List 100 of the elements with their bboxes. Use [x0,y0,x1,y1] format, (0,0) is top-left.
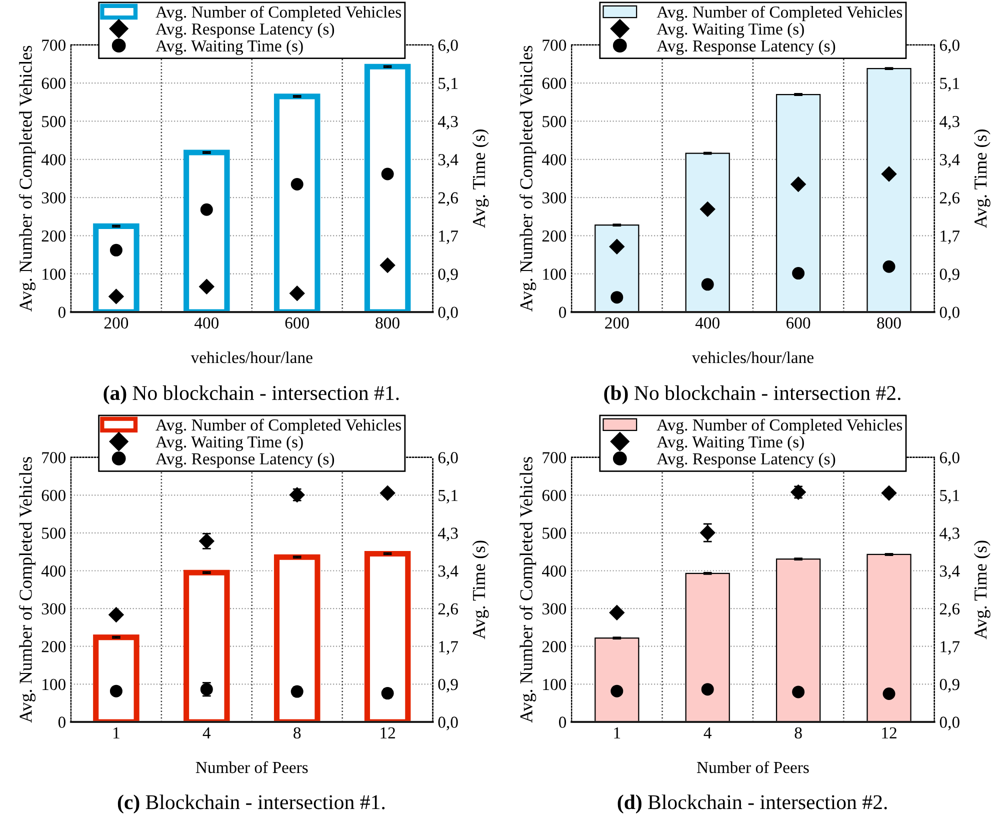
y2-tick-label: 4,3 [940,528,960,542]
y2-tick-label: 2,6 [438,603,458,617]
y2-axis-title: Avg. Time (s) [974,540,990,640]
legend-label: Avg. Response Latency (s) [156,22,334,38]
y-tick-label: 400 [41,154,66,166]
y-tick-label: 500 [42,116,66,128]
y-tick-label: 700 [542,452,566,464]
y2-tick-label: 5,1 [438,78,458,92]
y2-tick-label: 6,0 [438,40,458,54]
y-tick-label: 100 [543,268,566,280]
y-tick-label: 300 [542,192,566,204]
y-tick-label: 400 [542,154,566,166]
y2-tick-label: 1,7 [940,641,960,655]
text: (a) No blockchain - intersection #1. [104,385,399,404]
legend-label: Avg. Number of Completed Vehicles [656,6,902,22]
point [110,244,122,256]
x-tick-label: 400 [695,317,720,329]
y-tick-label: 400 [41,565,66,577]
y2-tick-label: 5,1 [940,490,960,504]
y2-tick-label: 0,9 [940,678,960,693]
y2-axis-title: Avg. Time (s) [974,130,990,228]
y2-tick-label: 0,9 [438,678,458,693]
point [108,288,124,304]
y2-tick-label: 6,0 [940,40,960,54]
y-tick-label: 0 [58,306,66,318]
point [881,166,897,182]
legend-label: Avg. Number of Completed Vehicles [156,418,401,434]
x-tick-label: 4 [704,727,712,738]
x-tick-label: 12 [380,727,395,738]
y2-tick-label: 6,0 [438,452,458,466]
y-axis-title: Avg. Number of Completed Vehicles [18,457,36,723]
point [290,178,304,191]
legend-label: Avg. Waiting Time (s) [156,40,303,56]
y-tick-label: 100 [543,678,566,690]
x-axis-title: vehicles/hour/lane [692,351,814,364]
legend-label: Avg. Waiting Time (s) [656,22,804,38]
y2-tick-label: 0,9 [940,268,960,282]
y2-tick-label: 0,0 [438,306,458,320]
y-tick-label: 200 [542,641,566,652]
y-tick-label: 700 [42,40,66,51]
y-axis-title: Avg. Number of Completed Vehicles [520,46,536,312]
x-tick-label: 800 [877,317,901,329]
legend-label: Avg. Waiting Time (s) [156,436,303,451]
y2-tick-label: 4,3 [438,116,458,130]
x-axis-title: vehicles/hour/lane [190,351,312,364]
x-tick-label: 8 [294,727,301,739]
point [700,202,716,217]
y-tick-label: 600 [42,490,66,502]
y2-tick-label: 0,9 [438,268,458,282]
y2-tick-label: 6,0 [940,452,960,466]
y-tick-label: 0 [58,716,66,728]
y2-axis-title: Avg. Time (s) [472,130,489,228]
y2-tick-label: 0,0 [940,716,960,730]
y2-tick-label: 3,4 [940,154,960,168]
y2-tick-label: 0,0 [438,716,458,730]
y-tick-label: 200 [42,230,66,242]
y2-axis-title: Avg. Time (s) [472,540,489,640]
x-tick-label: 600 [786,317,810,329]
y2-tick-label: 3,4 [438,565,458,580]
y2-tick-label: 1,7 [439,641,458,655]
y-tick-label: 0 [558,716,566,728]
legend-label: Avg. Number of Completed Vehicles [656,418,902,434]
point [609,239,624,254]
legend-label: Avg. Response Latency (s) [156,452,334,468]
x-tick-label: 200 [104,317,128,329]
y2-tick-label: 5,1 [438,490,458,504]
x-tick-label: 8 [794,727,802,739]
x-tick-label: 600 [285,317,309,329]
text: (b) No blockchain - intersection #2. [604,385,900,404]
y-tick-label: 600 [542,78,566,90]
legend-label: Avg. Response Latency (s) [656,40,836,56]
x-tick-label: 12 [882,727,896,738]
y-tick-label: 700 [542,40,566,51]
y-tick-label: 600 [542,490,566,502]
y-tick-label: 300 [42,192,66,204]
y-tick-label: 400 [542,565,566,577]
point [882,260,896,273]
y-tick-label: 200 [542,230,566,242]
y-tick-label: 300 [542,603,566,614]
y2-tick-label: 5,1 [940,78,960,92]
y-tick-label: 100 [42,678,66,690]
point [380,258,396,273]
y2-tick-label: 2,6 [940,192,960,206]
y-tick-label: 700 [42,452,66,464]
y2-tick-label: 2,6 [940,603,960,617]
point [200,203,213,216]
x-tick-label: 1 [614,727,620,738]
y-axis-title: Avg. Number of Completed Vehicles [18,46,36,312]
y2-tick-label: 3,4 [940,565,960,580]
y2-tick-label: 4,3 [940,116,960,130]
y-tick-label: 200 [42,641,66,652]
point [381,168,394,180]
y-tick-label: 300 [42,603,66,614]
y2-tick-label: 1,7 [940,230,960,244]
point [290,286,305,301]
point [701,278,714,291]
legend-label: Avg. Waiting Time (s) [656,436,804,451]
y2-tick-label: 0,0 [940,306,960,320]
legend-label: Avg. Response Latency (s) [656,452,836,468]
x-axis-title: Number of Peers [696,761,809,774]
